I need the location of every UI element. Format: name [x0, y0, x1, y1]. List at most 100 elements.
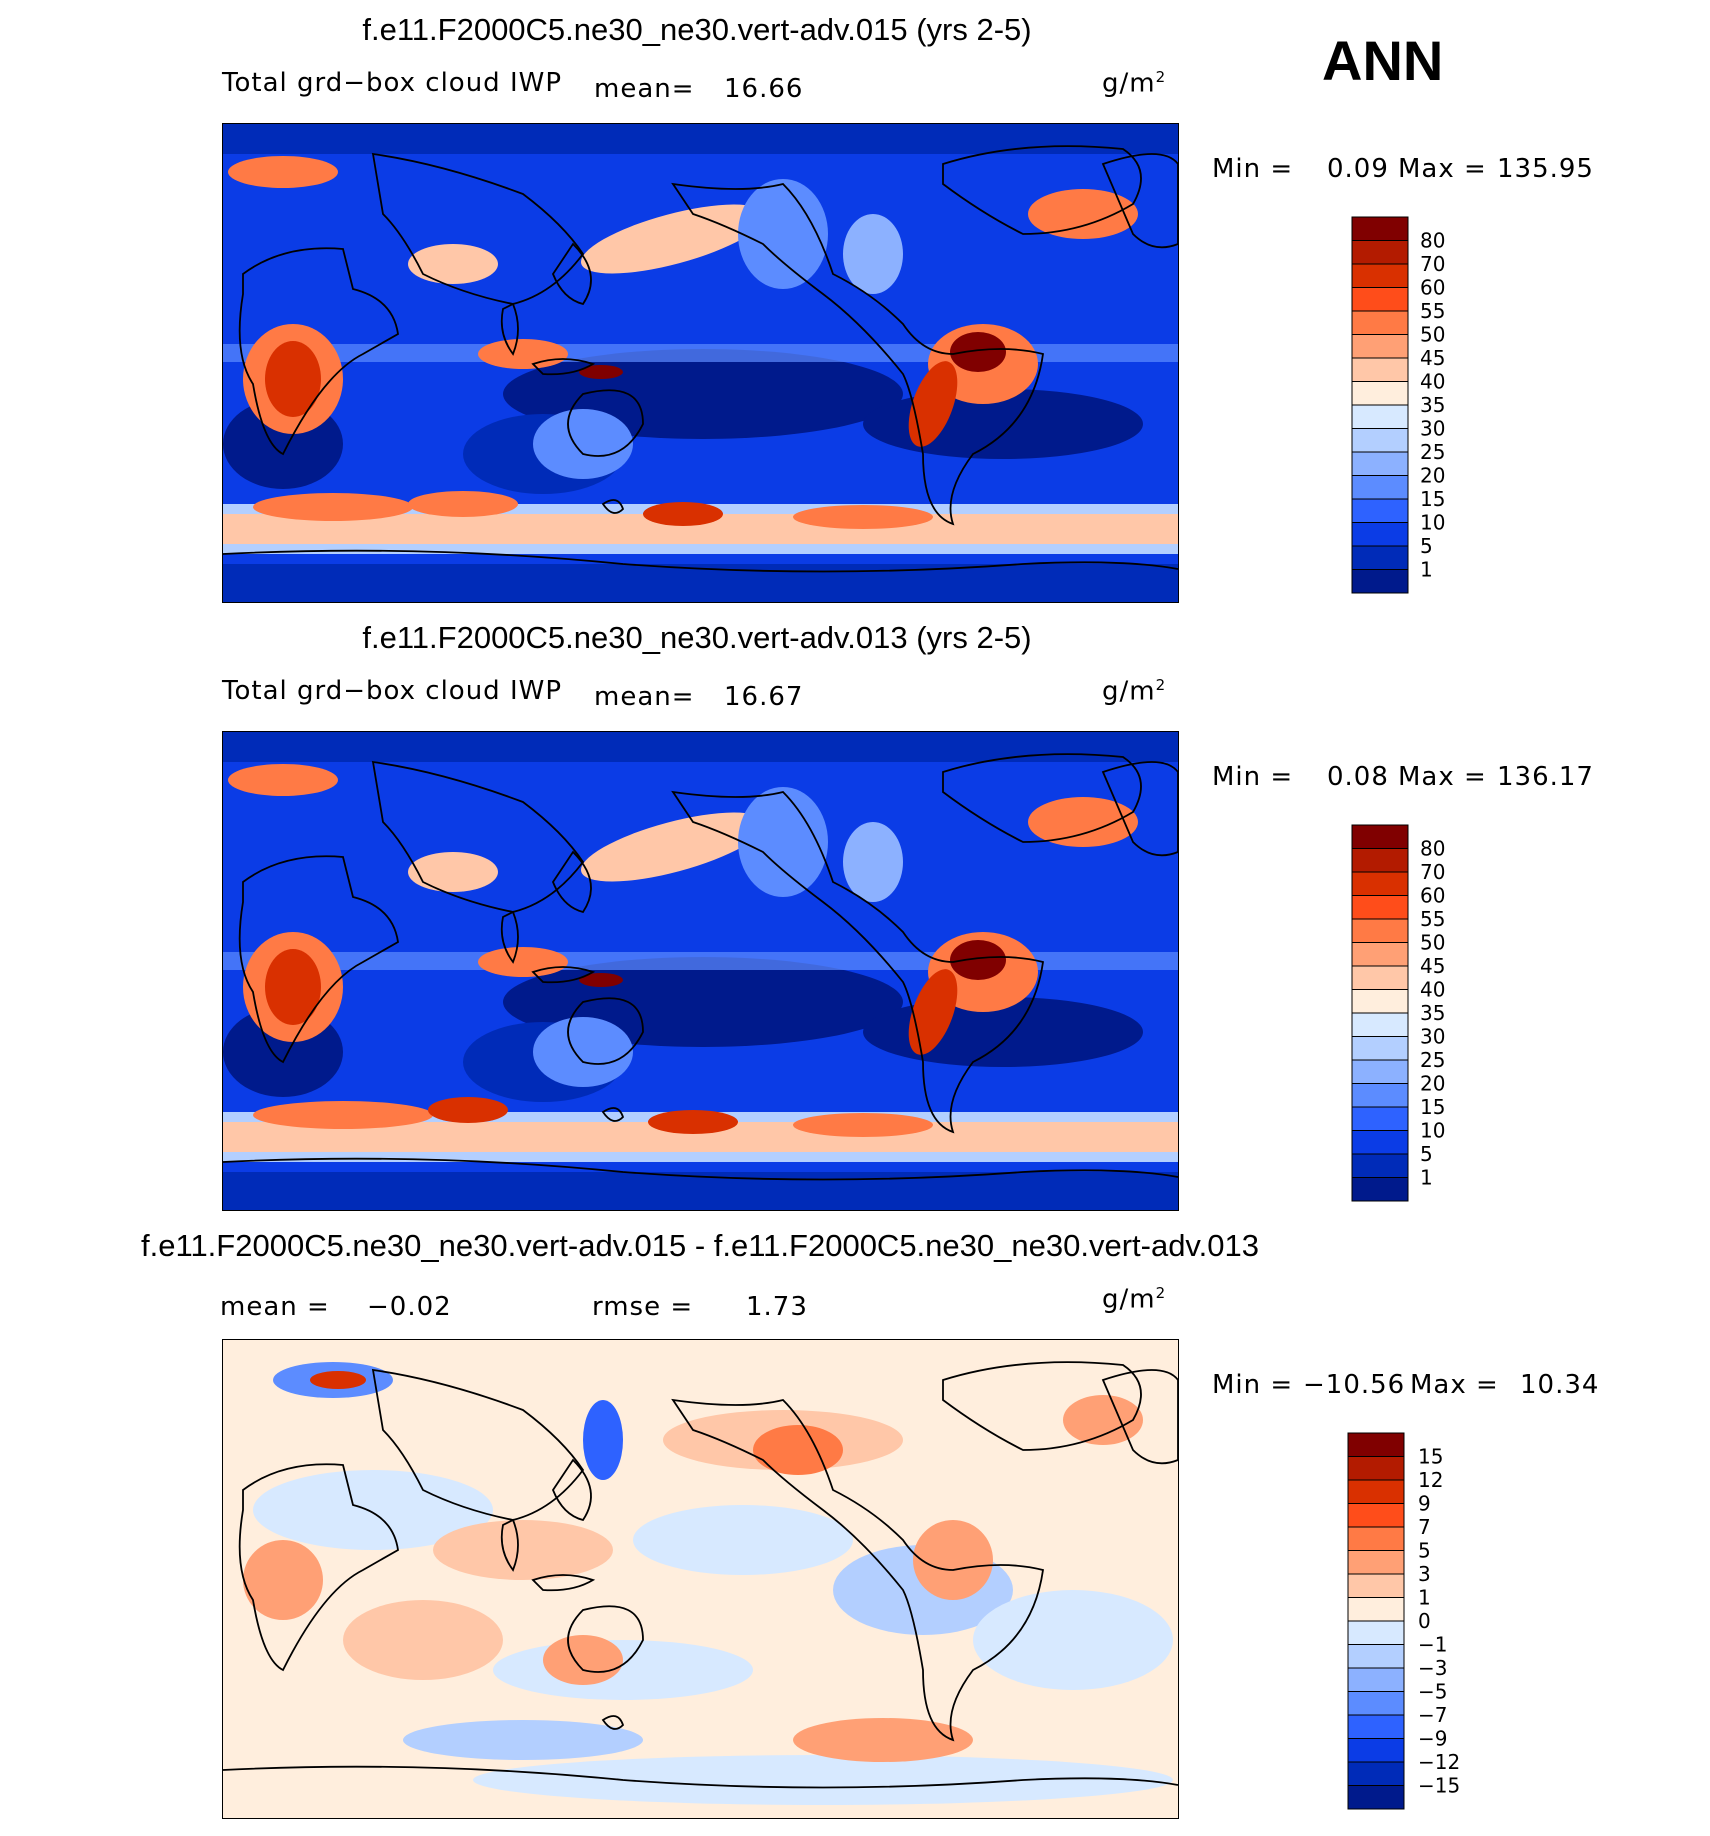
- panel-1-colorbar-swatch: [1351, 357, 1409, 382]
- panel-1-colorbar-swatch: [1351, 263, 1409, 288]
- panel-2-colorbar-tick-label: 5: [1420, 1142, 1433, 1166]
- panel-1-colorbar-swatch: [1351, 522, 1409, 547]
- panel-2-colorbar-swatch: [1351, 1153, 1409, 1178]
- panel-2-colorbar-swatch: [1351, 1036, 1409, 1061]
- panel-2-colorbar-tick-label: 60: [1420, 884, 1445, 908]
- panel-3-max-value: 10.34: [1520, 1370, 1600, 1400]
- panel-3-colorbar: 15 12 9 7 5 3 1 0 −1 −3 −5 −7 −9 −12 −15: [1346, 1431, 1486, 1816]
- panel-1-colorbar-tick-label: 15: [1420, 487, 1445, 511]
- panel-1-colorbar-tick-label: 35: [1420, 393, 1445, 417]
- panel-3-colorbar-tick-label: 9: [1418, 1492, 1431, 1516]
- panel-2-colorbar-swatch: [1351, 1059, 1409, 1084]
- panel-1-map: [222, 123, 1179, 603]
- panel-3-colorbar-swatch: [1347, 1456, 1405, 1481]
- panel-1-colorbar-swatch: [1351, 216, 1409, 241]
- panel-3-units: g/m2: [1102, 1284, 1167, 1315]
- panel-2-title: f.e11.F2000C5.ne30_ne30.vert-adv.013 (yr…: [362, 620, 1032, 655]
- panel-1-colorbar-swatch: [1351, 545, 1409, 570]
- panel-3-colorbar-tick-label: 0: [1418, 1609, 1431, 1633]
- panel-1-colorbar-swatch: [1351, 404, 1409, 429]
- panel-2-colorbar-tick-label: 25: [1420, 1048, 1445, 1072]
- panel-3-colorbar-swatch: [1347, 1526, 1405, 1551]
- panel-2-max-label: Max =: [1398, 762, 1487, 792]
- panel-2-colorbar-tick-label: 1: [1420, 1166, 1433, 1190]
- panel-3-colorbar-tick-label: 1: [1418, 1586, 1431, 1610]
- panel-2-colorbar-swatch: [1351, 895, 1409, 920]
- panel-1-colorbar-swatch: [1351, 381, 1409, 406]
- panel-1-min-label: Min =: [1212, 154, 1294, 184]
- panel-3-colorbar-tick-label: −9: [1418, 1727, 1447, 1751]
- panel-3-colorbar-tick-label: 15: [1418, 1445, 1443, 1469]
- panel-3-colorbar-tick-label: −7: [1418, 1703, 1447, 1727]
- panel-1-title: f.e11.F2000C5.ne30_ne30.vert-adv.015 (yr…: [362, 12, 1032, 47]
- panel-1-mean-label: mean=: [594, 74, 695, 104]
- panel-2-colorbar-tick-label: 50: [1420, 931, 1445, 955]
- panel-2-colorbar-swatch: [1351, 871, 1409, 896]
- panel-3-colorbar-swatch: [1347, 1503, 1405, 1528]
- panel-3-max-label: Max =: [1410, 1370, 1499, 1400]
- season-label: ANN: [1322, 29, 1444, 92]
- panel-3-min-label: Min =: [1212, 1370, 1294, 1400]
- panel-2-colorbar-swatch: [1351, 848, 1409, 873]
- panel-1-colorbar-swatch: [1351, 240, 1409, 265]
- panel-1-colorbar-swatch: [1351, 428, 1409, 453]
- panel-3-colorbar-tick-label: 12: [1418, 1468, 1443, 1492]
- panel-1-max-label: Max =: [1398, 154, 1487, 184]
- panel-1-colorbar-tick-label: 40: [1420, 370, 1445, 394]
- panel-1-colorbar-tick-label: 10: [1420, 511, 1445, 535]
- panel-1-colorbar-tick-label: 45: [1420, 346, 1445, 370]
- panel-3-colorbar-swatch: [1347, 1620, 1405, 1645]
- panel-1-min-value: 0.09: [1327, 154, 1389, 184]
- panel-1-colorbar-tick-label: 50: [1420, 323, 1445, 347]
- panel-2-mean-label: mean=: [594, 682, 695, 712]
- panel-1-colorbar-swatch: [1351, 569, 1409, 594]
- panel-2-colorbar-tick-label: 10: [1420, 1119, 1445, 1143]
- panel-3-colorbar-swatch: [1347, 1691, 1405, 1716]
- panel-1-mean-value: 16.66: [724, 74, 804, 104]
- panel-1-units: g/m2: [1102, 68, 1167, 99]
- panel-3-colorbar-swatch: [1347, 1573, 1405, 1598]
- panel-3-colorbar-tick-label: −5: [1418, 1680, 1447, 1704]
- panel-1-colorbar-tick-label: 80: [1420, 229, 1445, 253]
- panel-2-colorbar-tick-label: 45: [1420, 954, 1445, 978]
- panel-1-colorbar-tick-label: 30: [1420, 417, 1445, 441]
- panel-1-colorbar-swatch: [1351, 498, 1409, 523]
- panel-1-colorbar-swatch: [1351, 287, 1409, 312]
- panel-2-map: [222, 731, 1179, 1211]
- panel-1-colorbar-tick-label: 5: [1420, 534, 1433, 558]
- panel-3-mean-value: −0.02: [367, 1292, 452, 1322]
- panel-2-units: g/m2: [1102, 676, 1167, 707]
- panel-3-min-value: −10.56: [1303, 1370, 1406, 1400]
- panel-2-min-label: Min =: [1212, 762, 1294, 792]
- panel-3-colorbar-tick-label: 5: [1418, 1539, 1431, 1563]
- panel-3-colorbar-tick-label: −1: [1418, 1633, 1447, 1657]
- panel-3-colorbar-swatch: [1347, 1479, 1405, 1504]
- panel-1-colorbar-tick-label: 60: [1420, 276, 1445, 300]
- panel-1-colorbar: 80 70 60 55 50 45 40 35 30 25 20 15 10 5 1: [1350, 215, 1470, 600]
- panel-3-colorbar-swatch: [1347, 1761, 1405, 1786]
- panel-3-colorbar-tick-label: 3: [1418, 1562, 1431, 1586]
- panel-2-colorbar-swatch: [1351, 1083, 1409, 1108]
- panel-2-colorbar-tick-label: 80: [1420, 837, 1445, 861]
- panel-3-colorbar-tick-label: −3: [1418, 1656, 1447, 1680]
- panel-1-colorbar-tick-label: 1: [1420, 558, 1433, 582]
- panel-2-colorbar-swatch: [1351, 965, 1409, 990]
- panel-3-colorbar-swatch: [1347, 1597, 1405, 1622]
- panel-2-colorbar-tick-label: 15: [1420, 1095, 1445, 1119]
- panel-3-rmse-value: 1.73: [746, 1292, 808, 1322]
- panel-1-colorbar-tick-label: 20: [1420, 464, 1445, 488]
- panel-2-colorbar: 80 70 60 55 50 45 40 35 30 25 20 15 10 5 1: [1350, 823, 1470, 1208]
- panel-2-colorbar-swatch: [1351, 942, 1409, 967]
- panel-2-colorbar-swatch: [1351, 989, 1409, 1014]
- panel-2-mean-value: 16.67: [724, 682, 804, 712]
- panel-2-colorbar-tick-label: 40: [1420, 978, 1445, 1002]
- panel-1-colorbar-swatch: [1351, 451, 1409, 476]
- panel-2-colorbar-swatch: [1351, 1177, 1409, 1202]
- panel-2-colorbar-tick-label: 20: [1420, 1072, 1445, 1096]
- panel-1-map-field: [223, 124, 1178, 602]
- panel-3-colorbar-tick-label: −12: [1418, 1750, 1460, 1774]
- panel-3-map: [222, 1339, 1179, 1819]
